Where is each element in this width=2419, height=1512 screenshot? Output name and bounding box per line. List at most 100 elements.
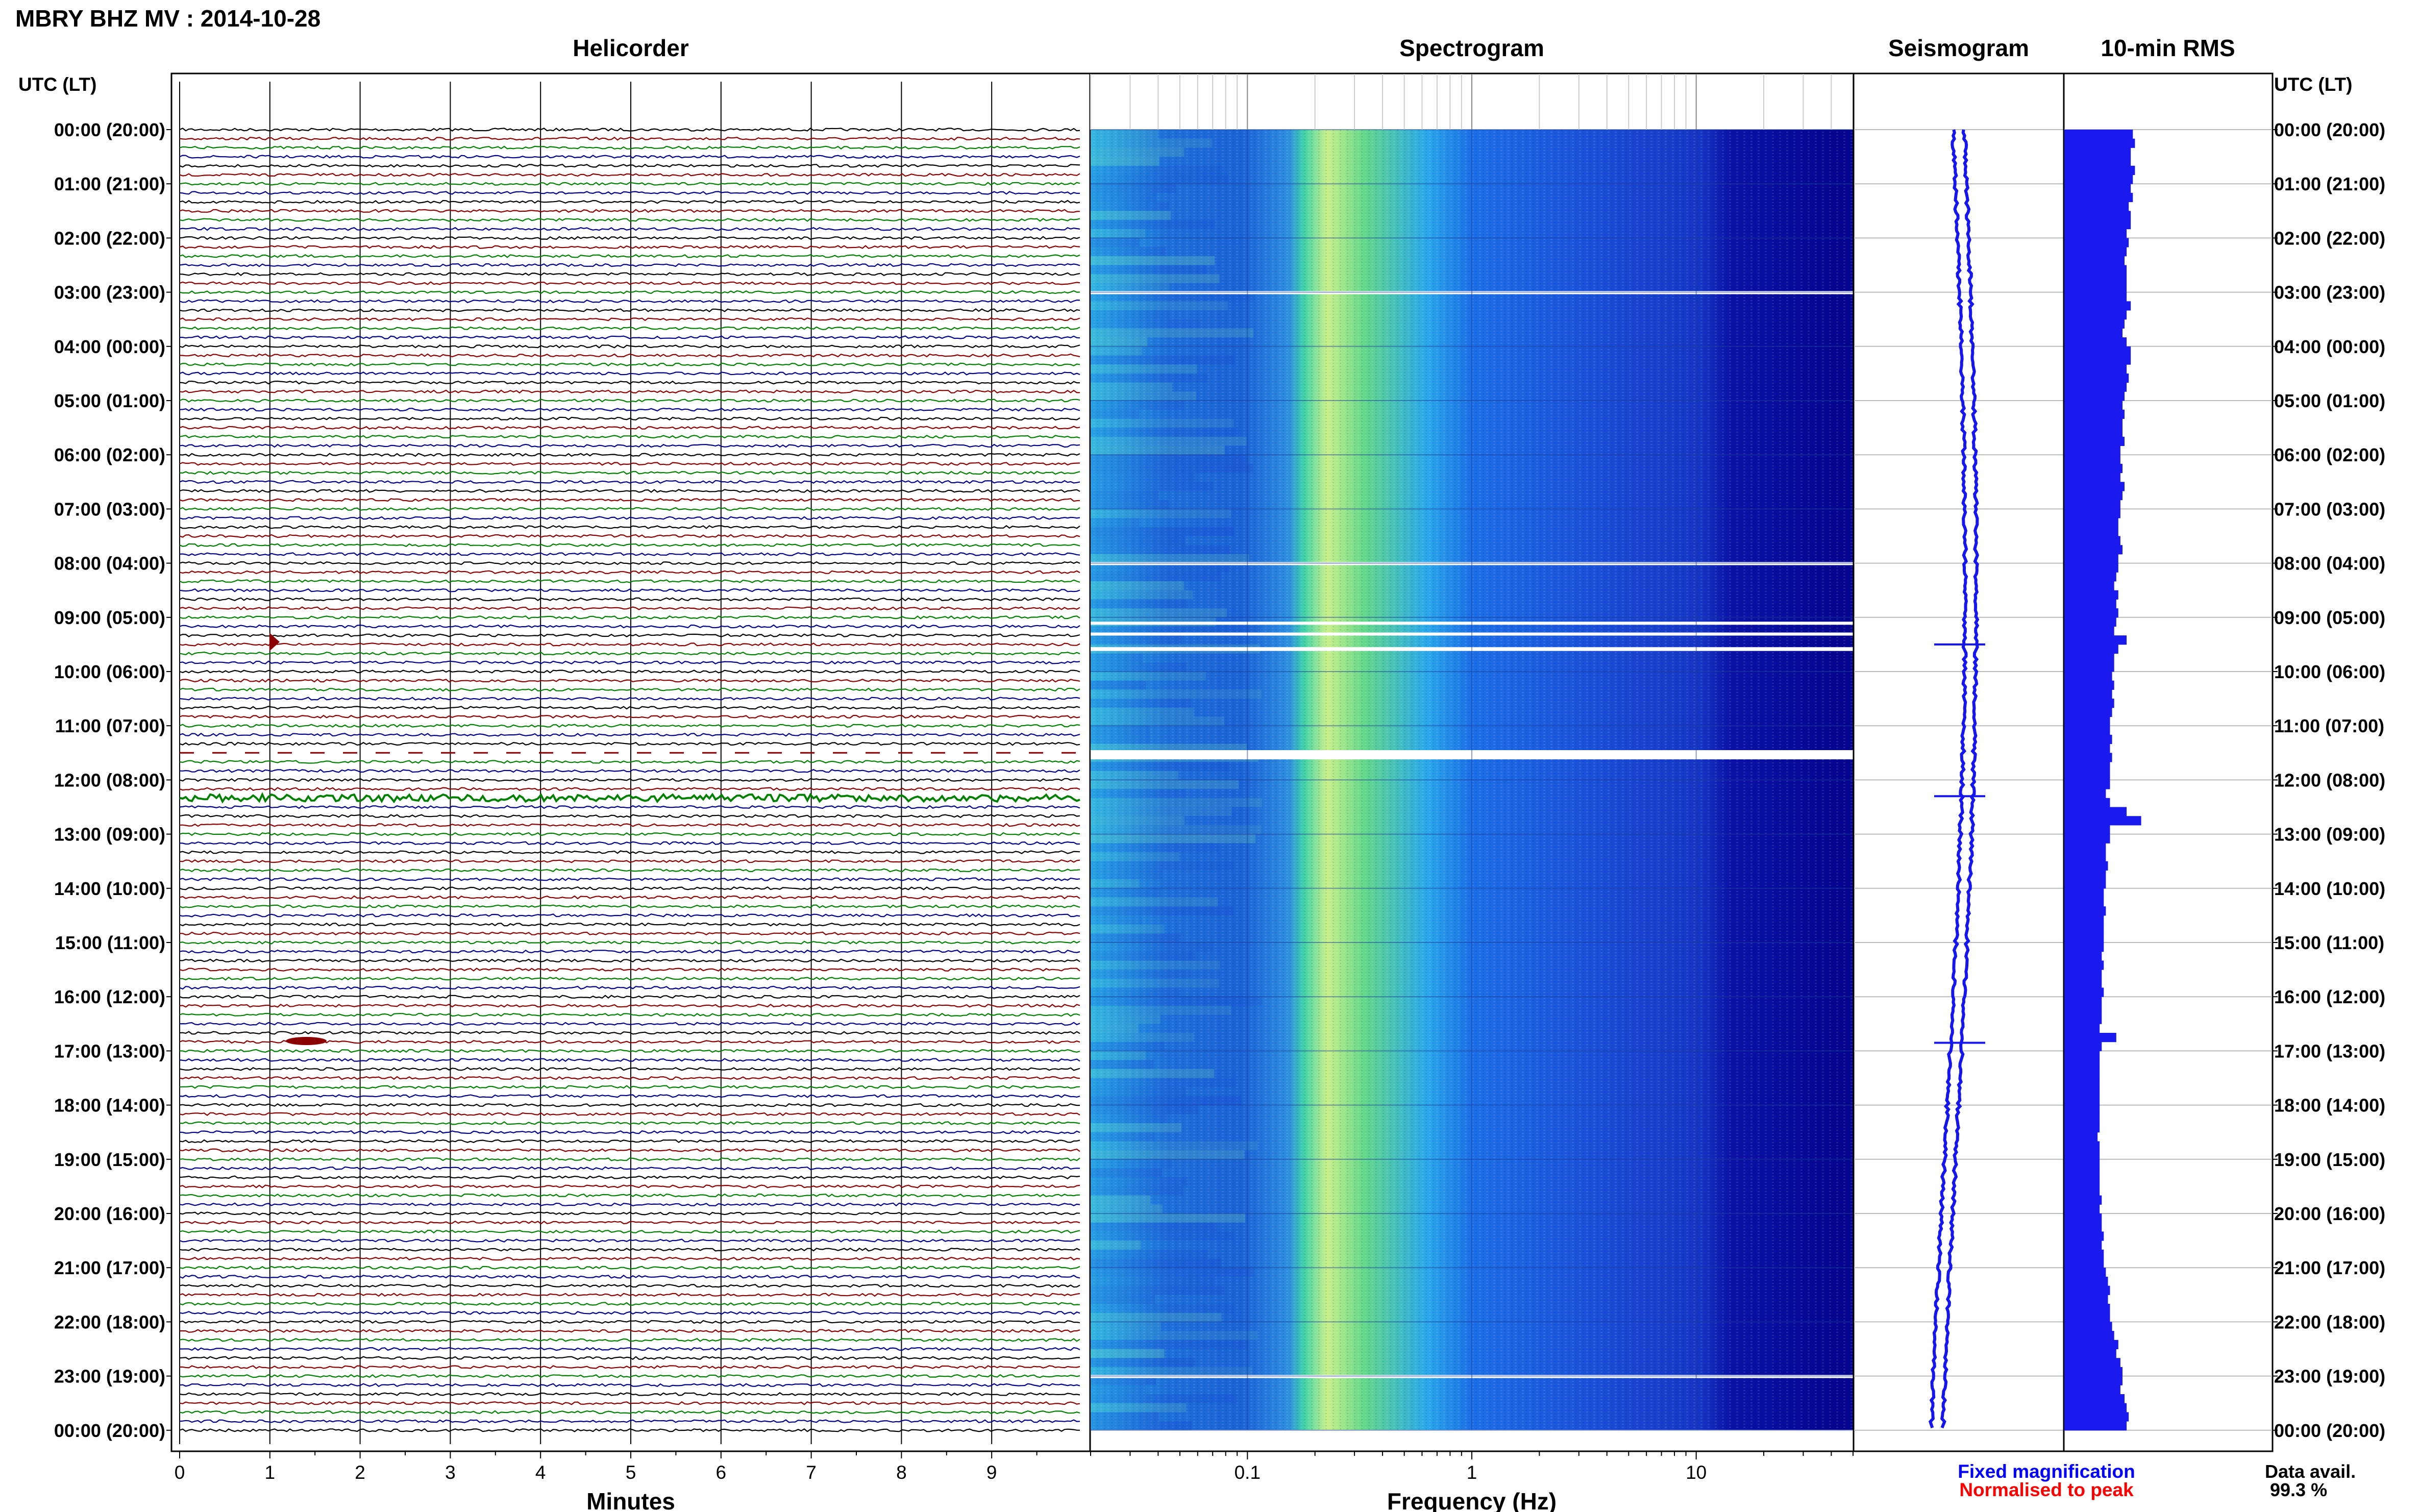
- spectrogram-row: [1091, 1312, 1222, 1322]
- helicorder-trace: [179, 507, 1080, 511]
- helicorder-event: [269, 633, 280, 651]
- helicorder-trace: [179, 714, 1080, 719]
- helicorder-trace: [179, 1103, 1080, 1107]
- spectrogram-row: [1091, 978, 1220, 988]
- hour-label-left: 22:00 (18:00): [54, 1311, 165, 1332]
- spectrogram-row: [1091, 1159, 1173, 1169]
- rms-bar: [2064, 852, 2106, 862]
- minute-tick-label: 2: [355, 1462, 365, 1483]
- spectrogram-row: [1091, 346, 1142, 356]
- helicorder-trace: [179, 660, 1080, 665]
- rms-bar: [2064, 572, 2116, 582]
- seismogram-trace: [1928, 129, 1985, 1429]
- hour-label-right: 04:00 (00:00): [2274, 336, 2385, 357]
- spectrogram-row: [1091, 780, 1239, 789]
- spectrogram-row: [1091, 870, 1163, 880]
- helicorder-trace: [179, 1383, 1080, 1387]
- rms-bar: [2064, 229, 2127, 238]
- hour-label-right: 03:00 (23:00): [2274, 282, 2385, 303]
- helicorder-trace: [179, 895, 1080, 900]
- helicorder-trace: [179, 1022, 1080, 1026]
- helicorder-trace: [179, 1049, 1080, 1053]
- helicorder-trace: [179, 163, 1080, 168]
- helicorder-trace: [179, 1337, 1080, 1342]
- spectrogram-row: [1091, 301, 1228, 310]
- spectrogram-row: [1091, 572, 1221, 581]
- rms-bar: [2064, 1394, 2125, 1404]
- helicorder-trace: [179, 859, 1080, 863]
- spectrogram-row: [1091, 915, 1142, 925]
- spectrogram-row: [1091, 211, 1171, 220]
- hour-label-left: 05:00 (01:00): [54, 390, 165, 411]
- rms-bar: [2064, 807, 2127, 816]
- spectrogram-row: [1091, 518, 1140, 527]
- hour-label-left: 19:00 (15:00): [54, 1149, 165, 1170]
- spectrogram-row: [1091, 897, 1218, 907]
- rms-bar: [2064, 1087, 2100, 1097]
- rms-bar: [2064, 943, 2104, 952]
- spectrogram-row: [1091, 536, 1186, 546]
- rms-bar: [2064, 870, 2106, 880]
- hour-label-left: 20:00 (16:00): [54, 1203, 165, 1224]
- seismogram-line: [1940, 129, 1980, 1429]
- rms-bar: [2064, 879, 2106, 889]
- helicorder-trace: [179, 155, 1080, 159]
- helicorder-trace: [179, 1320, 1080, 1324]
- hour-label-right: 07:00 (03:00): [2274, 499, 2385, 519]
- helicorder-trace: [179, 407, 1080, 412]
- rms-bar: [2064, 184, 2131, 193]
- hour-label-right: 01:00 (21:00): [2274, 173, 2385, 194]
- spectrogram-row: [1091, 689, 1262, 699]
- rms-bar: [2064, 762, 2110, 772]
- spectrogram-row: [1091, 1105, 1198, 1114]
- rms-bar: [2064, 463, 2122, 474]
- hour-label-left: 08:00 (04:00): [54, 553, 165, 574]
- helicorder-trace: [179, 209, 1080, 213]
- spectrogram-row: [1091, 247, 1166, 256]
- spectrogram-row: [1091, 1005, 1231, 1015]
- spectrogram-row: [1091, 599, 1188, 609]
- rms-bar: [2064, 1014, 2102, 1024]
- rms-bar: [2064, 915, 2104, 925]
- rms-bar: [2064, 780, 2110, 789]
- spectrogram-x-ticks: 0.1 1 10: [1090, 74, 1854, 1483]
- hour-label-left: 00:00 (20:00): [54, 119, 165, 140]
- hour-label-left: 17:00 (13:00): [54, 1040, 165, 1061]
- rms-bar: [2064, 888, 2104, 898]
- helicorder-trace: [179, 426, 1080, 430]
- hour-label-left: 13:00 (09:00): [54, 824, 165, 845]
- helicorder-trace: [179, 1266, 1080, 1270]
- spectrogram-row: [1091, 1123, 1181, 1132]
- rms-bar: [2064, 337, 2127, 347]
- spectrogram-row: [1091, 943, 1213, 952]
- rms-bar: [2064, 545, 2122, 555]
- seismogram-grid: [1854, 129, 2063, 1431]
- helicorder-trace: [179, 1139, 1080, 1144]
- helicorder-trace: [179, 1112, 1080, 1117]
- spectrogram-row: [1091, 716, 1224, 726]
- spectrogram-row: [1091, 608, 1227, 617]
- spectrogram-row: [1091, 220, 1216, 229]
- rms-bar: [2064, 1304, 2110, 1313]
- helicorder-trace: [179, 1202, 1080, 1207]
- rms-bar: [2064, 491, 2122, 501]
- helicorder-trace: [179, 985, 1080, 990]
- spectrogram-row: [1091, 1276, 1216, 1286]
- frequency-tick-label: 0.1: [1235, 1462, 1261, 1483]
- rms-bar: [2064, 445, 2120, 455]
- rms-bar: [2064, 1349, 2116, 1358]
- helicorder-trace: [179, 263, 1080, 267]
- rms-bar: [2064, 590, 2118, 600]
- spectrogram-row: [1091, 590, 1193, 600]
- rms-bar: [2064, 933, 2104, 943]
- legend-fixed-magnification: Fixed magnification: [1958, 1461, 2135, 1482]
- spectrogram-row: [1091, 455, 1247, 464]
- rms-bar: [2064, 743, 2110, 753]
- rms-bar: [2064, 518, 2118, 528]
- rms-bar: [2064, 165, 2135, 175]
- minute-tick-label: 6: [716, 1462, 727, 1483]
- helicorder-grid: [179, 82, 993, 1444]
- hour-tick-labels: 00:00 (20:00) 00:00 (20:00) 01:00 (21:00) 0…: [54, 119, 2385, 1441]
- rms-bar: [2064, 319, 2125, 329]
- helicorder-title: Helicorder: [573, 35, 689, 61]
